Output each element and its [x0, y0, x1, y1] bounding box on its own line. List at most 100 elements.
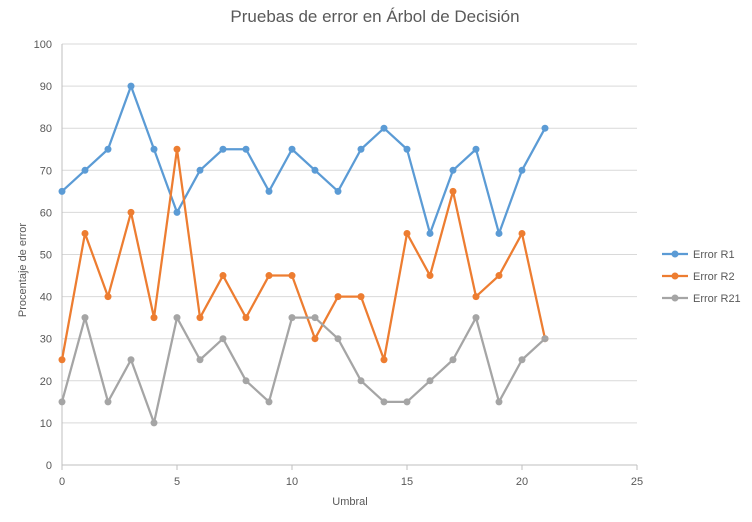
- data-point: [380, 356, 388, 364]
- legend-label: Error R21: [693, 293, 741, 305]
- data-point: [173, 145, 181, 153]
- data-point: [219, 272, 227, 280]
- data-point: [357, 293, 365, 301]
- legend-item: Error R21: [662, 293, 741, 305]
- data-point: [150, 314, 158, 322]
- data-point: [449, 356, 457, 364]
- y-axis-label: Procentaje de error: [17, 223, 29, 317]
- series-line: [60, 148, 547, 361]
- data-point: [472, 314, 480, 322]
- series-group: [58, 82, 549, 427]
- data-point: [334, 293, 342, 301]
- y-tick-label: 80: [40, 123, 52, 135]
- series-error-r1: [58, 82, 549, 237]
- data-point: [495, 272, 503, 280]
- legend-item: Error R2: [662, 271, 735, 283]
- data-point: [403, 398, 411, 406]
- data-point: [242, 314, 250, 322]
- data-point: [472, 145, 480, 153]
- legend-marker: [671, 272, 679, 280]
- data-point: [196, 356, 204, 364]
- y-tick-label: 100: [34, 39, 52, 51]
- series-error-r2: [58, 145, 549, 364]
- data-point: [472, 293, 480, 301]
- data-point: [265, 398, 273, 406]
- series-line: [60, 316, 546, 425]
- data-point: [288, 314, 296, 322]
- data-point: [127, 356, 135, 364]
- data-point: [426, 229, 434, 237]
- x-tick-label: 15: [401, 476, 413, 488]
- data-point: [173, 314, 181, 322]
- data-point: [541, 335, 549, 343]
- data-point: [242, 145, 250, 153]
- data-point: [380, 398, 388, 406]
- data-point: [426, 272, 434, 280]
- legend-label: Error R2: [693, 271, 735, 283]
- data-point: [58, 187, 66, 195]
- data-point: [104, 145, 112, 153]
- y-tick-label: 20: [40, 376, 52, 388]
- legend: Error R1 Error R2 Error R21: [662, 249, 741, 305]
- data-point: [403, 229, 411, 237]
- y-tick-label: 0: [46, 460, 52, 472]
- legend-item: Error R1: [662, 249, 735, 261]
- y-tick-label: 50: [40, 250, 52, 262]
- chart-title: Pruebas de error en Árbol de Decisión: [230, 7, 519, 26]
- series-error-r21: [58, 314, 549, 427]
- data-point: [380, 124, 388, 132]
- data-point: [288, 145, 296, 153]
- data-point: [541, 124, 549, 132]
- data-point: [288, 272, 296, 280]
- y-tick-label: 90: [40, 81, 52, 93]
- data-point: [495, 229, 503, 237]
- data-point: [495, 398, 503, 406]
- data-point: [242, 377, 250, 385]
- data-point: [518, 356, 526, 364]
- axes: [61, 44, 638, 470]
- y-tick-label: 40: [40, 292, 52, 304]
- y-tick-label: 60: [40, 207, 52, 219]
- data-point: [449, 187, 457, 195]
- data-point: [265, 187, 273, 195]
- data-point: [311, 166, 319, 174]
- data-point: [449, 166, 457, 174]
- data-point: [127, 208, 135, 216]
- legend-marker: [671, 250, 679, 258]
- data-point: [357, 377, 365, 385]
- y-tick-label: 70: [40, 165, 52, 177]
- data-point: [311, 314, 319, 322]
- x-tick-label: 5: [174, 476, 180, 488]
- data-point: [426, 377, 434, 385]
- x-tick-label: 10: [286, 476, 298, 488]
- series-line: [61, 84, 546, 235]
- data-point: [150, 419, 158, 427]
- data-point: [265, 272, 273, 280]
- legend-marker: [671, 294, 679, 302]
- data-point: [58, 398, 66, 406]
- data-point: [104, 398, 112, 406]
- data-point: [150, 145, 158, 153]
- x-axis-label: Umbral: [332, 496, 367, 508]
- data-point: [357, 145, 365, 153]
- data-point: [196, 314, 204, 322]
- y-tick-labels: 0 10 20 30 40 50 60 70 80 90 100: [34, 39, 52, 472]
- y-tick-label: 10: [40, 418, 52, 430]
- data-point: [58, 356, 66, 364]
- x-tick-label: 20: [516, 476, 528, 488]
- x-tick-labels: 0 5 10 15 20 25: [59, 476, 643, 488]
- data-point: [81, 314, 89, 322]
- data-point: [311, 335, 319, 343]
- data-point: [81, 229, 89, 237]
- data-point: [334, 187, 342, 195]
- data-point: [104, 293, 112, 301]
- data-point: [127, 82, 135, 90]
- legend-label: Error R1: [693, 249, 735, 261]
- x-tick-label: 0: [59, 476, 65, 488]
- x-tick-label: 25: [631, 476, 643, 488]
- y-tick-label: 30: [40, 334, 52, 346]
- data-point: [219, 145, 227, 153]
- data-point: [403, 145, 411, 153]
- data-point: [219, 335, 227, 343]
